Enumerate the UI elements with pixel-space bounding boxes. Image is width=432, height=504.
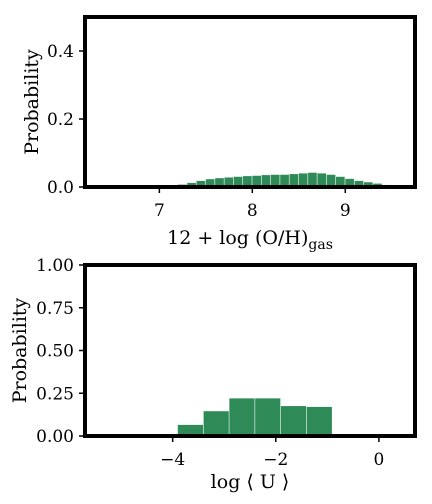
- x-tick-label: 8: [247, 201, 258, 221]
- histogram-bar: [335, 176, 345, 187]
- histogram-bar: [203, 411, 229, 436]
- y-tick-label: 0.50: [36, 342, 74, 362]
- x-axis-label: 12 + log (O/H)gas: [167, 227, 333, 253]
- bars: [168, 172, 392, 187]
- x-axis-label-main: log ⟨ U ⟩: [211, 471, 290, 493]
- x-tick-label: −2: [263, 450, 288, 470]
- y-tick-label: 0.00: [36, 427, 74, 447]
- x-tick-label: 7: [154, 201, 165, 221]
- x-tick-label: 0: [373, 450, 384, 470]
- histogram-bar: [224, 177, 234, 187]
- histogram-bar: [205, 179, 215, 187]
- histogram-bar: [280, 406, 307, 436]
- histogram-bar: [261, 175, 271, 187]
- histogram-bar: [255, 398, 281, 436]
- x-axis-label-subscript: gas: [308, 237, 333, 253]
- y-tick-label: 0.75: [36, 299, 74, 319]
- histogram-bar: [345, 178, 354, 187]
- histogram-bar: [354, 180, 364, 187]
- histogram-bar: [289, 174, 299, 187]
- y-axis-label: Probability: [21, 49, 43, 155]
- histogram-bar: [187, 182, 196, 187]
- histogram-bar: [229, 398, 255, 436]
- histogram-panel-2: −4 −2 0 0.00 0.25 0.50 0.75 1.00 Probability log …: [9, 256, 417, 493]
- histogram-bar: [308, 172, 317, 187]
- histogram-bar: [363, 182, 373, 187]
- histogram-bar: [306, 406, 332, 436]
- histogram-bar: [298, 173, 308, 187]
- y-axis-label: Probability: [9, 297, 31, 403]
- histogram-bar: [215, 178, 224, 187]
- y-tick-label: 0.4: [47, 42, 74, 62]
- histogram-bar: [326, 174, 336, 187]
- histogram-bar: [196, 180, 206, 187]
- x-axis-label-main: 12 + log (O/H): [167, 227, 308, 249]
- x-tick-label: −4: [160, 450, 185, 470]
- plot-frame: [83, 15, 417, 189]
- y-tick-label: 0.25: [36, 384, 74, 404]
- histogram-bar: [252, 175, 262, 187]
- histogram-bar: [270, 174, 280, 187]
- x-tick-label: 9: [340, 201, 351, 221]
- histogram-bar: [280, 174, 289, 187]
- bars: [177, 398, 332, 436]
- x-axis-label: log ⟨ U ⟩: [211, 471, 290, 493]
- histogram-bar: [177, 424, 203, 436]
- y-tick-label: 0.2: [47, 110, 74, 130]
- histogram-bar: [243, 176, 252, 187]
- histogram-bar: [317, 173, 327, 187]
- y-tick-label: 1.00: [36, 256, 74, 276]
- y-tick-label: 0.0: [47, 178, 74, 198]
- histogram-bar: [233, 176, 243, 187]
